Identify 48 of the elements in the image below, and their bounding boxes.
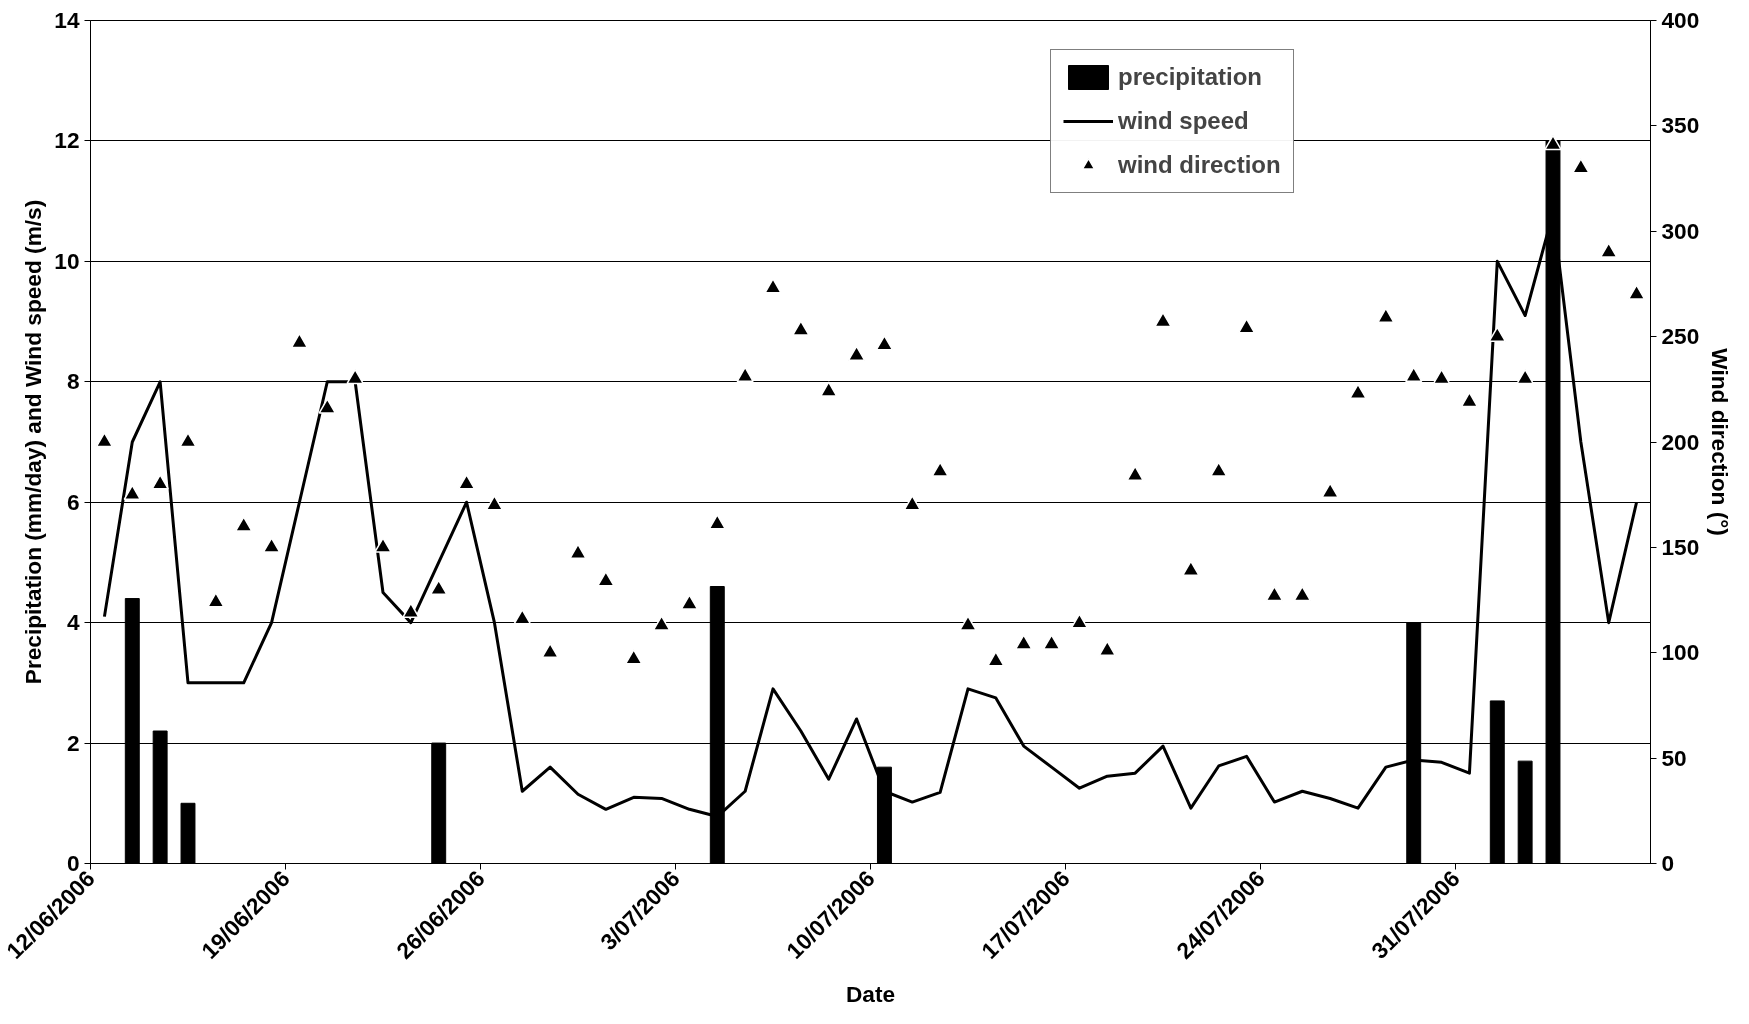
point (1265, 585, 1284, 602)
y-tick-label: 10 (54, 247, 80, 274)
point (151, 474, 169, 490)
y-tick-label: 14 (54, 7, 80, 33)
y-tick-label: 4 (66, 609, 80, 636)
point (764, 278, 782, 294)
bar (1517, 760, 1533, 864)
point (346, 368, 364, 385)
point (652, 615, 671, 631)
point (207, 592, 225, 608)
point (262, 537, 281, 553)
y2-axis-title: Wind direction (°) (1707, 348, 1734, 536)
point (1544, 134, 1562, 151)
legend-label: wind speed (1118, 107, 1249, 135)
point (513, 609, 532, 625)
point (1042, 634, 1061, 650)
point (179, 432, 197, 448)
y2-tick-label: 250 (1661, 323, 1700, 350)
y-tick-label: 8 (66, 368, 80, 395)
point (680, 594, 699, 610)
y-tick-label: 12 (54, 127, 80, 154)
point (792, 320, 810, 336)
point (1572, 158, 1590, 174)
y2-tick-label: 350 (1661, 112, 1700, 139)
y-tick-label: 0 (66, 850, 80, 876)
y2-tick-label: 400 (1661, 7, 1700, 33)
y2-tick-label: 150 (1661, 533, 1700, 560)
y-tick-label: 2 (66, 729, 80, 756)
y2-tick-label: 300 (1661, 217, 1700, 244)
y-tick-label: 6 (66, 488, 80, 515)
y2-tick-label: 0 (1661, 850, 1675, 876)
point (1432, 368, 1451, 385)
y-axis-title: Precipitation (mm/day) and Wind speed (m/s) (20, 199, 47, 685)
point (987, 651, 1005, 667)
bar (180, 802, 196, 864)
legend-label: wind direction (1118, 151, 1281, 179)
y2-tick-label: 50 (1661, 744, 1687, 771)
point (374, 537, 392, 553)
point (597, 571, 615, 587)
point (1488, 326, 1507, 342)
point (541, 642, 559, 659)
point (959, 615, 977, 631)
y2-tick-label: 100 (1661, 639, 1700, 666)
point (1516, 368, 1534, 385)
y2-tick-label: 200 (1661, 428, 1700, 455)
x-axis-title: Date (845, 981, 896, 1008)
legend-label: precipitation (1118, 63, 1263, 91)
point (1293, 585, 1312, 602)
